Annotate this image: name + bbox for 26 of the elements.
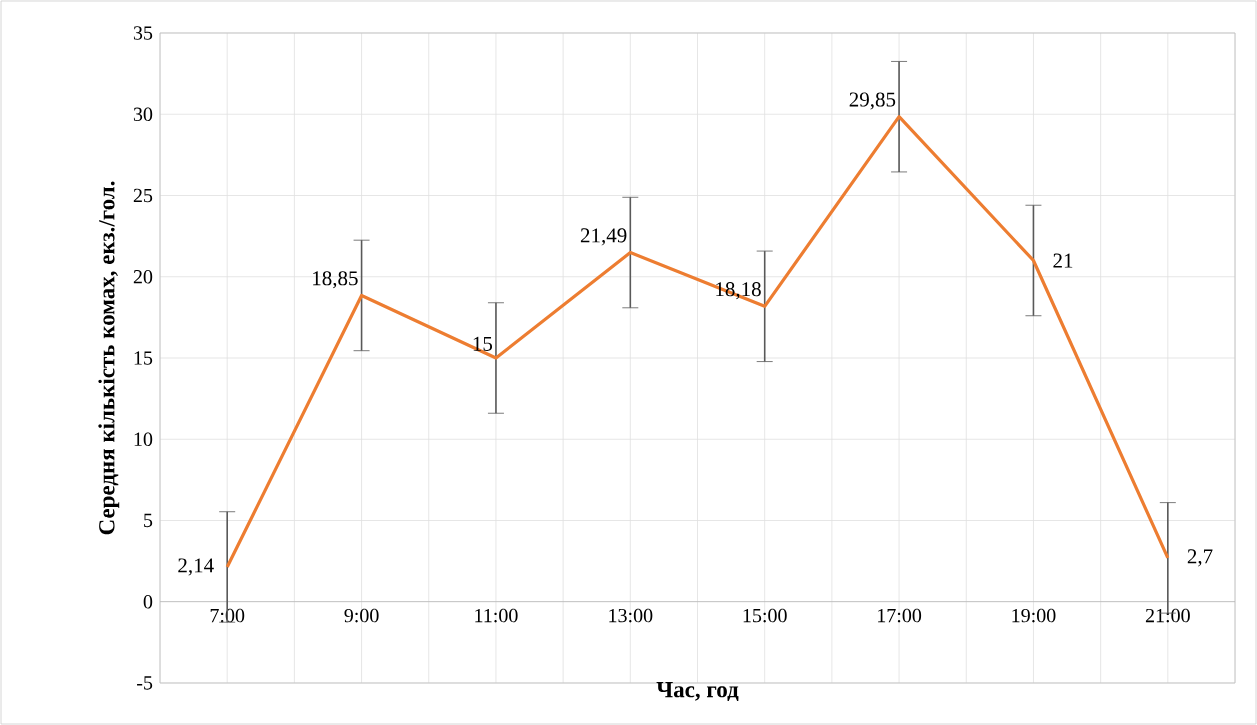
y-tick-label: 30	[133, 107, 153, 121]
data-label: 21,49	[580, 228, 627, 246]
y-tick-label: 0	[143, 595, 153, 609]
x-tick-label: 9:00	[344, 608, 379, 623]
x-tick-label: 21:00	[1145, 608, 1190, 623]
x-tick-label: 13:00	[609, 608, 653, 623]
data-label: 15	[473, 336, 493, 351]
y-tick-label: 25	[133, 188, 153, 203]
data-label: 2,7	[1187, 549, 1213, 567]
data-label: 21	[1053, 253, 1073, 268]
y-tick-label: 35	[133, 26, 153, 40]
x-axis-title: Час, год	[656, 682, 739, 702]
x-tick-label: 15:00	[743, 608, 787, 623]
y-axis-title: Середня кількість комах, екз./гол.	[98, 181, 120, 535]
y-tick-label: 10	[134, 432, 153, 446]
y-tick-label: 5	[144, 513, 153, 528]
y-tick-label: 20	[133, 270, 153, 284]
line-series	[225, 115, 1170, 569]
data-label: 2,14	[178, 558, 214, 576]
data-label: 29,85	[849, 92, 896, 110]
x-tick-label: 11:00	[475, 608, 518, 623]
x-tick-label: 17:00	[878, 608, 922, 623]
y-tick-label: -5	[137, 676, 153, 690]
data-label: 18,85	[313, 271, 358, 289]
y-tick-label: 15	[134, 351, 153, 365]
x-tick-label: 19:00	[1012, 608, 1056, 623]
